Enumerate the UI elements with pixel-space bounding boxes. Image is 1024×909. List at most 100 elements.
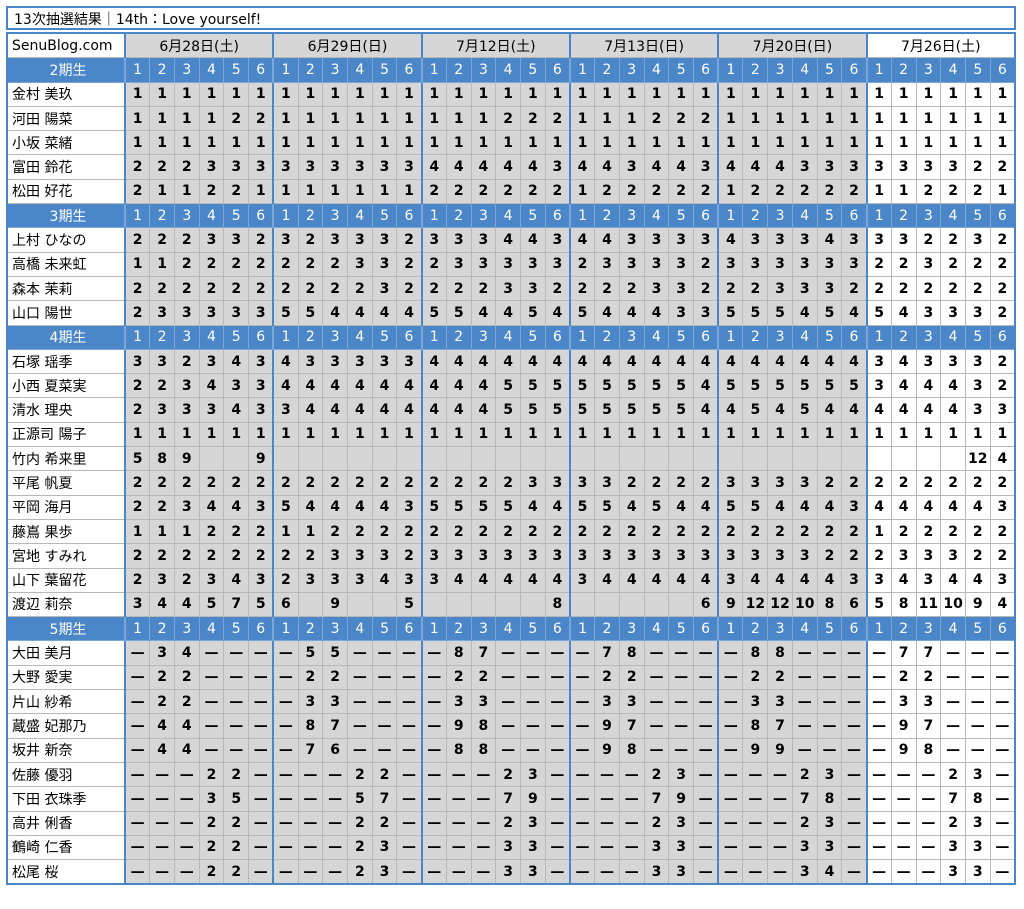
result-cell: 4 [371,373,398,399]
result-cell: 3 [964,859,991,885]
result-cell: 4 [643,348,670,375]
result-cell: 4 [717,227,744,253]
result-cell: 2 [149,543,175,569]
result-cell: 7 [767,713,793,739]
result-cell: 1 [198,105,225,132]
result-cell: 1 [767,81,793,107]
result-cell: 1 [915,105,942,132]
result-cell: — [272,689,299,715]
result-cell: 2 [297,227,324,253]
result-cell: — [420,834,447,861]
slot-number: 4 [643,324,670,350]
result-cell: 3 [248,397,274,423]
result-cell: 5 [643,397,670,423]
result-cell: — [470,786,497,812]
result-cell: 5 [495,397,521,423]
result-cell: 1 [272,130,299,156]
result-cell: 2 [173,251,200,277]
result-cell: — [693,786,719,812]
result-cell: 3 [841,154,868,180]
result-cell [568,591,596,618]
result-cell: 8 [149,446,175,472]
result-cell: 2 [248,251,274,277]
result-cell: 2 [495,810,521,836]
result-cell: 1 [420,421,447,448]
result-cell: 12 [767,591,793,618]
result-cell: 3 [149,567,175,593]
result-cell: 4 [618,494,645,520]
result-cell: 2 [198,470,225,496]
result-cell: 2 [643,761,670,788]
slot-number: 4 [346,57,373,83]
result-cell: 3 [594,543,620,569]
result-cell: 4 [544,567,571,593]
result-cell: 3 [940,859,966,885]
result-cell: 1 [668,421,695,448]
result-cell: — [124,810,151,836]
result-cell: — [124,689,151,715]
slot-number: 5 [371,324,398,350]
result-cell: — [420,737,447,763]
result-cell: 10 [791,591,818,618]
result-cell: 4 [816,397,843,423]
result-cell: 1 [371,178,398,205]
result-cell: — [643,737,670,763]
result-cell: 2 [989,251,1016,277]
member-row: 森本 茉莉 2 2 2 2 2 2 2 2 2 2 3 2 2 2 2 3 3 2 2 2 2 3 3 2 2 2 3 3 3 2 2 2 2 2 2… [6,275,1016,302]
result-cell: — [717,664,744,691]
result-cell: 9 [890,713,917,739]
result-cell: 3 [520,470,546,496]
slot-number: 3 [767,203,793,229]
slot-number: 6 [989,616,1016,642]
result-cell: — [568,859,596,885]
result-cell: 4 [865,494,892,520]
result-cell: — [964,713,991,739]
result-cell: 3 [742,251,769,277]
result-cell: 2 [124,275,151,302]
slot-number: 2 [445,324,472,350]
result-cell: — [248,761,274,788]
member-name: 平尾 帆夏 [6,470,126,496]
result-cell: 3 [445,251,472,277]
result-cell: 3 [964,810,991,836]
result-cell: 2 [964,251,991,277]
result-cell: 9 [520,786,546,812]
result-cell: 6 [841,591,868,618]
result-cell: — [297,834,324,861]
result-cell: 2 [420,470,447,496]
result-cell: — [940,689,966,715]
result-cell [445,446,472,472]
result-cell: 3 [248,348,274,375]
slot-number: 6 [841,203,868,229]
result-cell: 1 [618,81,645,107]
result-cell: 4 [890,348,917,375]
result-cell: 1 [989,105,1016,132]
result-cell: — [149,834,175,861]
result-cell: — [272,737,299,763]
result-cell: 3 [643,251,670,277]
result-cell [668,446,695,472]
result-cell: 5 [841,373,868,399]
result-cell: 3 [816,154,843,180]
result-cell: 2 [346,518,373,545]
slot-number: 2 [297,616,324,642]
result-cell: 2 [940,470,966,496]
result-cell: 1 [890,105,917,132]
result-cell: — [371,664,398,691]
result-cell: 2 [594,178,620,205]
result-cell: 2 [420,251,447,277]
result-cell: 1 [470,81,497,107]
result-cell: 4 [470,397,497,423]
result-cell: 2 [248,470,274,496]
result-cell: 5 [742,300,769,326]
result-cell: 3 [470,689,497,715]
result-cell: 1 [865,81,892,107]
slot-number: 1 [568,616,596,642]
result-cell: 2 [297,543,324,569]
result-cell: — [841,689,868,715]
slot-number: 4 [791,324,818,350]
result-cell: 2 [272,251,299,277]
result-cell: 4 [223,567,250,593]
result-cell: 2 [198,178,225,205]
result-cell: 1 [223,130,250,156]
